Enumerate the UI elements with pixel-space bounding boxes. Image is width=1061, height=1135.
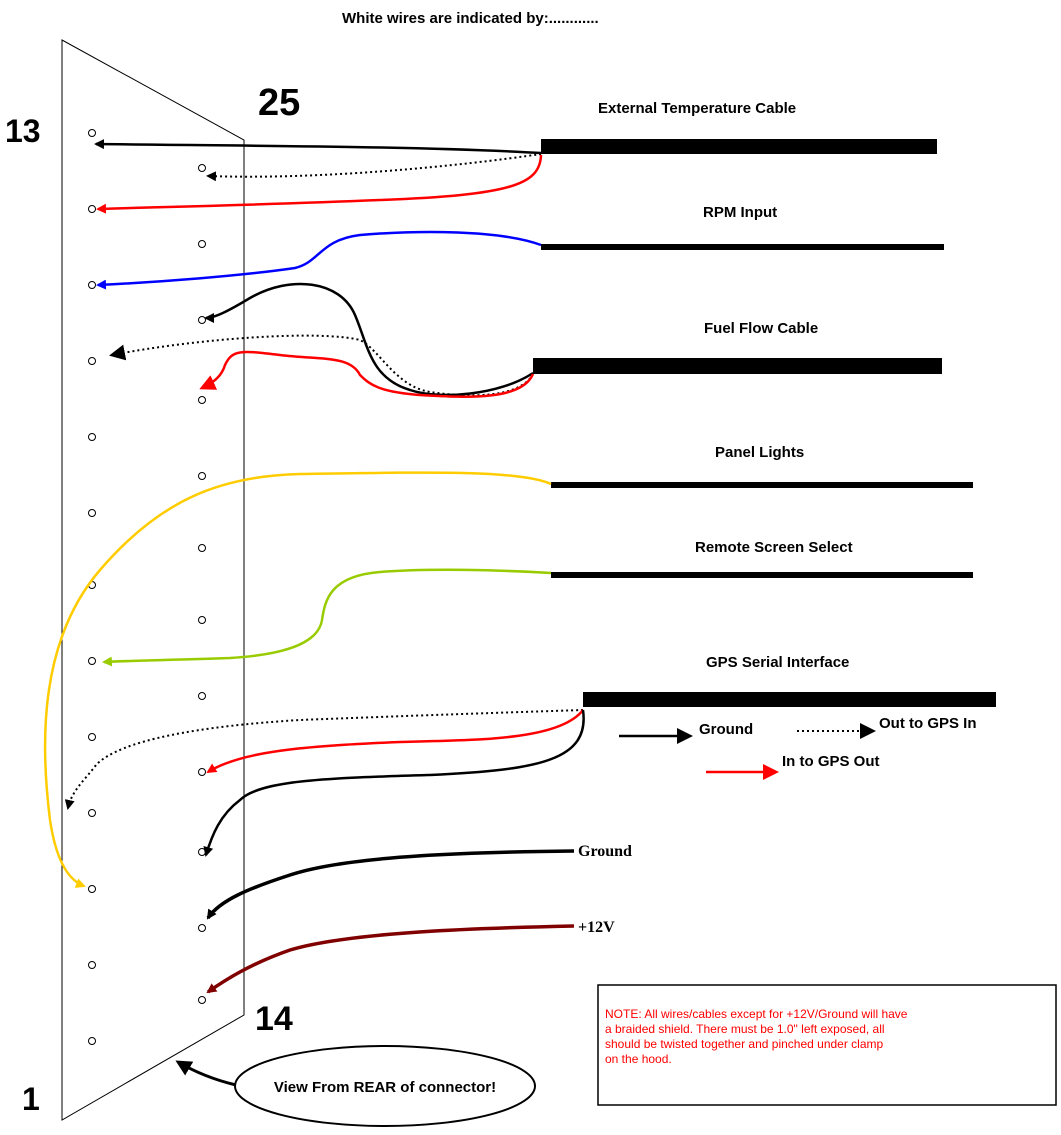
wire-fuel-flow-red	[199, 350, 535, 398]
cable-label-rpm-input: RPM Input	[703, 204, 777, 221]
wire-remote-screen-green	[102, 568, 552, 667]
label-ground: Ground	[578, 843, 632, 860]
pin-label-14: 14	[255, 1000, 293, 1038]
cable-label-panel-lights: Panel Lights	[715, 444, 804, 461]
pin	[88, 433, 96, 441]
wire-gps-red	[206, 709, 584, 774]
pin	[88, 733, 96, 741]
wire-ext-temp-red	[96, 154, 543, 214]
pin	[198, 472, 206, 480]
cable-rpm-input	[541, 244, 944, 250]
pin-column-right	[198, 164, 206, 1004]
pin	[88, 961, 96, 969]
pin	[88, 129, 96, 137]
legend-out-label: Out to GPS In	[879, 715, 977, 732]
pin	[198, 924, 206, 932]
pin	[198, 692, 206, 700]
pin	[88, 357, 96, 365]
wire-ext-temp-ground	[94, 139, 542, 155]
diagram-title: White wires are indicated by:...........…	[342, 10, 599, 27]
pin	[198, 616, 206, 624]
pin	[198, 396, 206, 404]
pin-label-1: 1	[22, 1081, 40, 1117]
cable-fuel-flow	[533, 358, 942, 374]
label-plus12v: +12V	[578, 919, 615, 936]
cable-gps-serial	[583, 692, 996, 707]
note-text: NOTE: All wires/cables except for +12V/G…	[605, 1007, 911, 1066]
note-line: a braided shield. There must be 1.0" lef…	[605, 1022, 885, 1036]
pin	[88, 885, 96, 893]
pin-label-25: 25	[258, 82, 300, 124]
pin-column-left	[88, 129, 96, 1045]
pin	[198, 240, 206, 248]
wire-fuel-flow-white	[109, 334, 534, 397]
note-line: NOTE: All wires/cables except for +12V/G…	[605, 1007, 908, 1021]
pin	[88, 509, 96, 517]
pin	[198, 164, 206, 172]
pin	[88, 205, 96, 213]
cable-label-gps-serial: GPS Serial Interface	[706, 654, 849, 671]
pin	[88, 1037, 96, 1045]
pin	[88, 809, 96, 817]
cable-label-fuel-flow: Fuel Flow Cable	[704, 320, 818, 337]
pin	[198, 768, 206, 776]
wire-plus12v	[206, 924, 575, 994]
cable-external-temperature	[541, 139, 937, 154]
wire-rpm-blue	[96, 230, 542, 290]
wire-ext-temp-white	[206, 153, 542, 182]
cable-label-remote-screen-select: Remote Screen Select	[695, 539, 853, 556]
wire-fuel-flow-black	[204, 282, 534, 397]
wire-gps-black	[203, 709, 585, 857]
pin	[88, 657, 96, 665]
view-note-arrow	[175, 1060, 237, 1087]
pin	[198, 996, 206, 1004]
pin	[88, 281, 96, 289]
cable-panel-lights	[551, 482, 973, 488]
connector-outline	[61, 39, 245, 1121]
legend-in-label: In to GPS Out	[782, 753, 880, 770]
pin	[198, 544, 206, 552]
pin-label-13: 13	[5, 113, 41, 149]
wire-ground	[206, 849, 575, 920]
pin	[198, 316, 206, 324]
note-line: should be twisted together and pinched u…	[605, 1037, 884, 1051]
pin	[198, 848, 206, 856]
legend-ground-label: Ground	[699, 721, 753, 738]
wire-gps-white	[64, 709, 584, 810]
wire-panel-lights-yellow	[43, 471, 552, 888]
cable-remote-screen-select	[551, 572, 973, 578]
view-note-text: View From REAR of connector!	[274, 1079, 496, 1096]
note-line: on the hood.	[605, 1052, 672, 1066]
note-box	[597, 984, 1057, 1106]
cable-label-external-temperature: External Temperature Cable	[598, 100, 796, 117]
